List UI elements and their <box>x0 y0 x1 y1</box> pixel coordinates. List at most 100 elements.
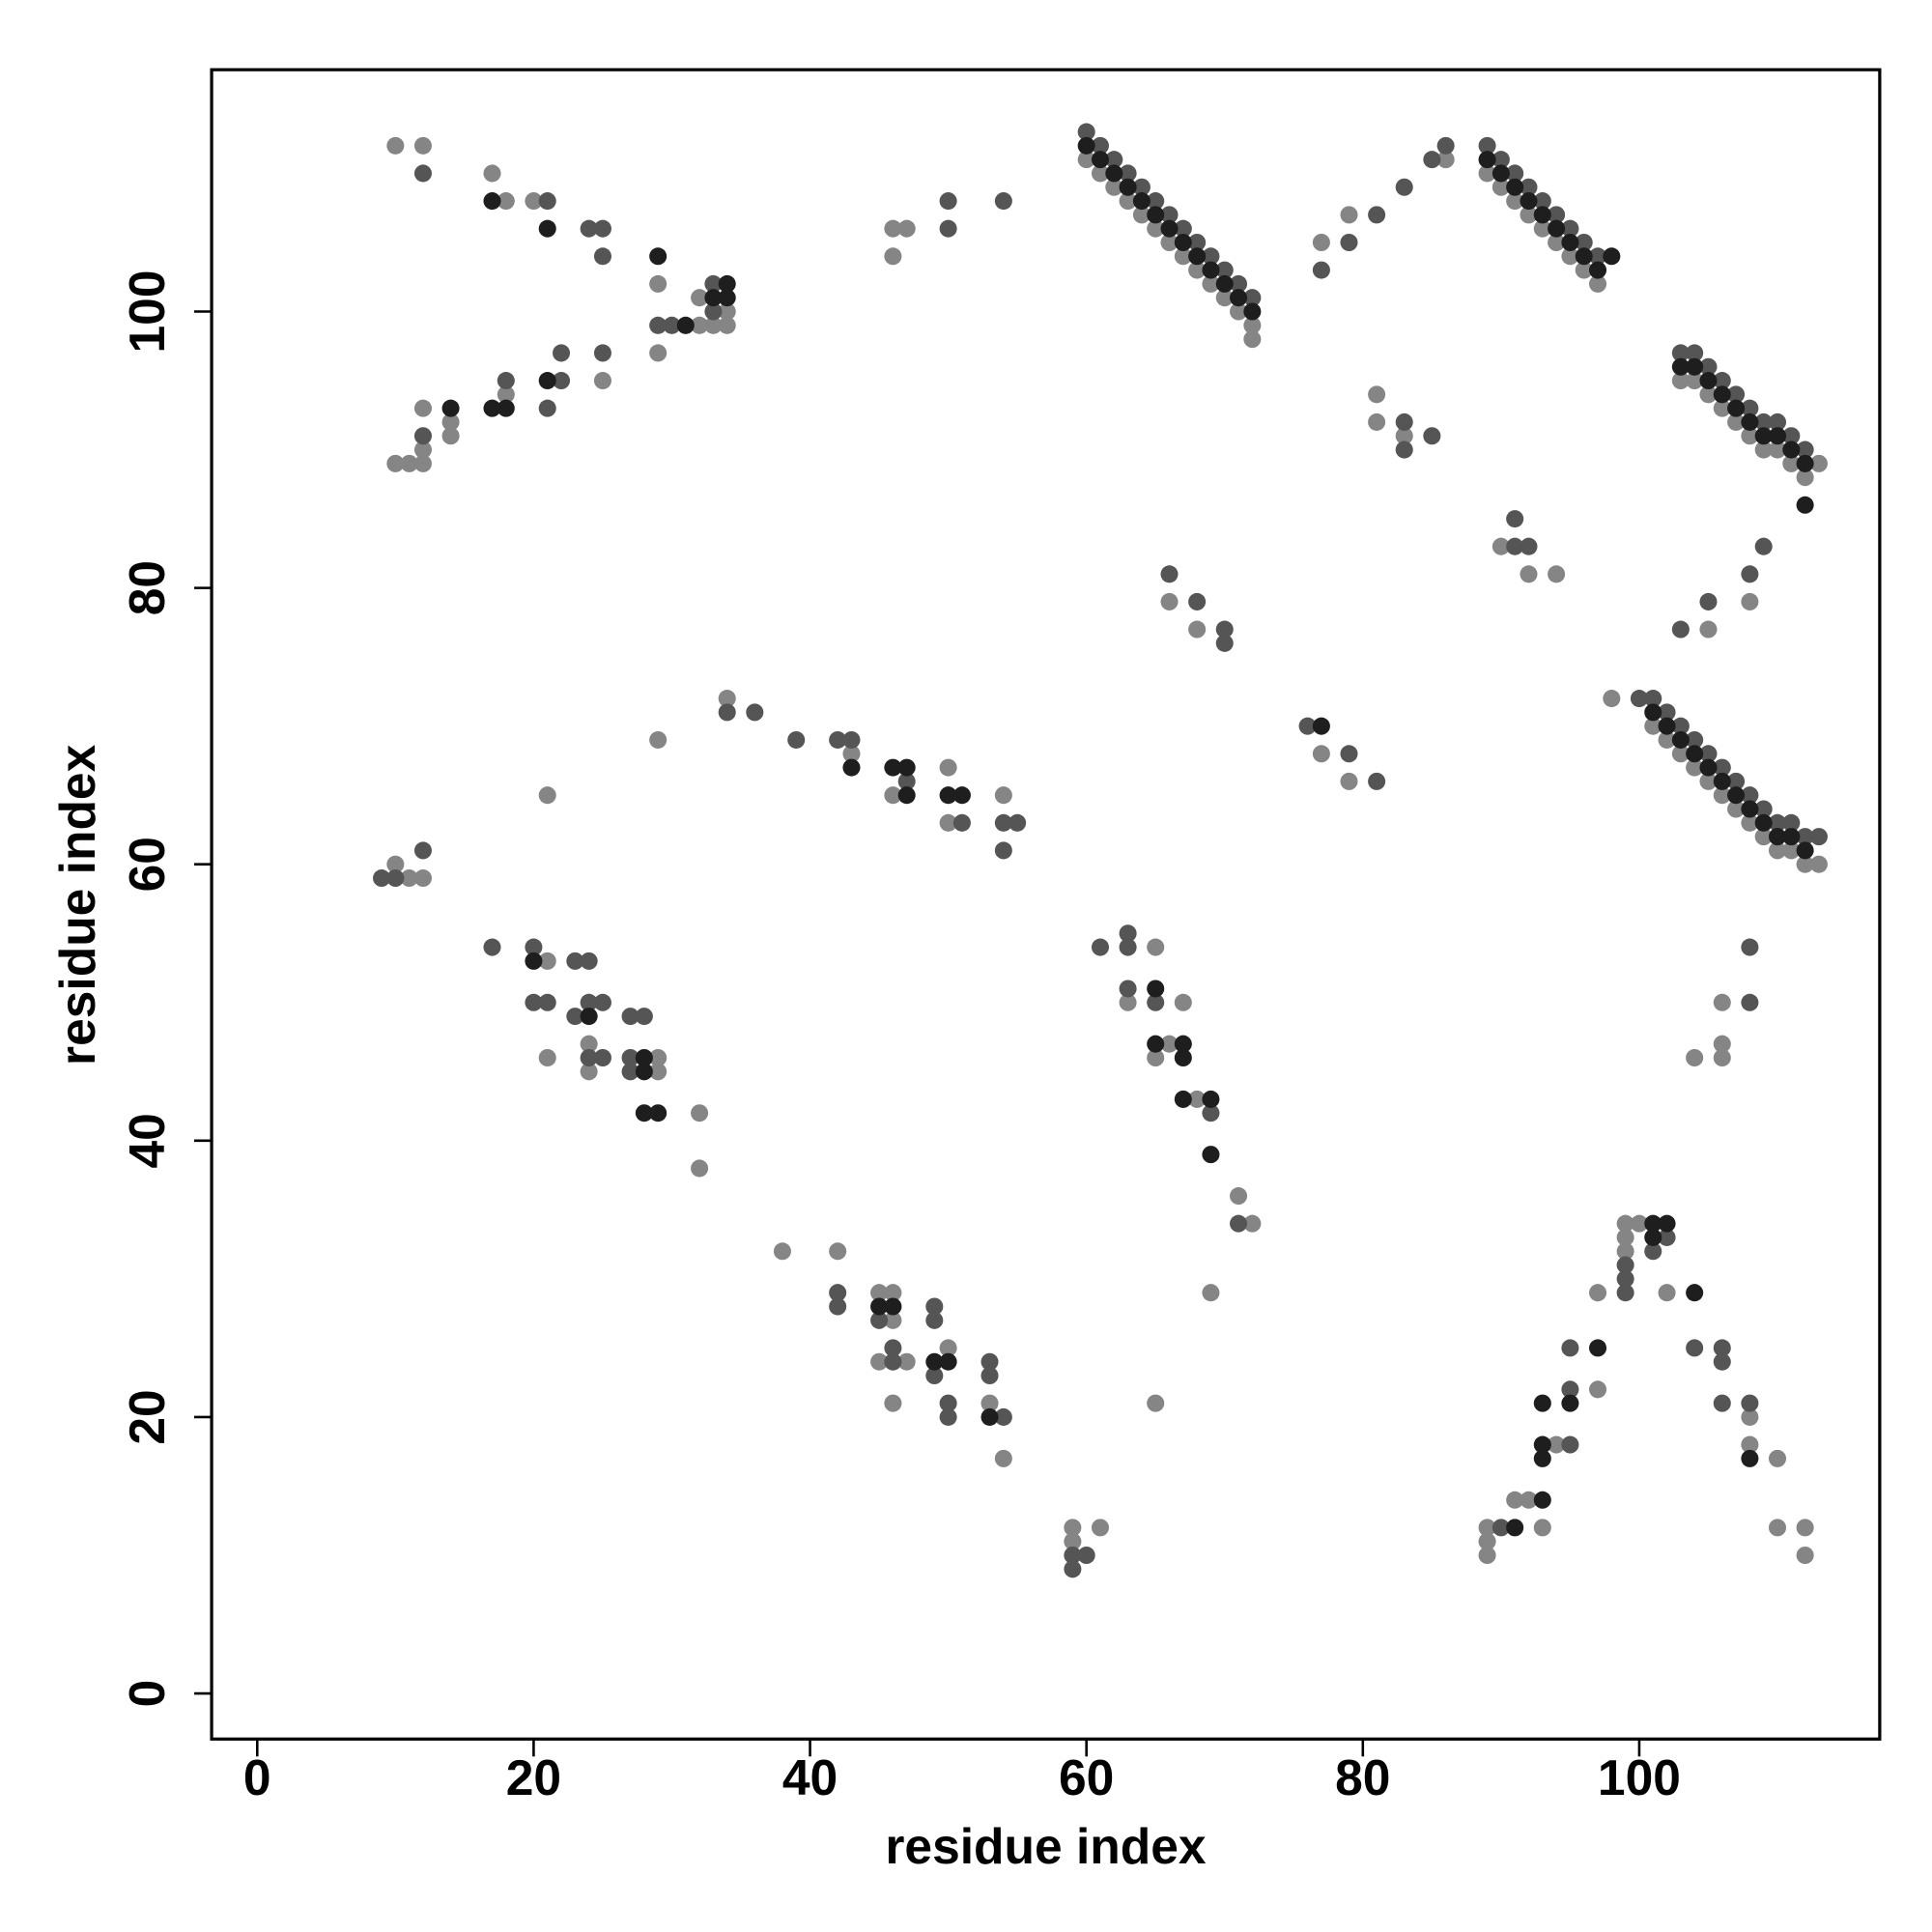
point <box>842 730 861 749</box>
point <box>1809 454 1828 472</box>
point <box>1782 440 1801 459</box>
point <box>1312 233 1330 252</box>
point <box>718 274 736 293</box>
point <box>1548 219 1566 238</box>
point <box>1741 412 1759 431</box>
point <box>718 690 736 708</box>
point <box>1768 412 1787 431</box>
point <box>1478 1532 1496 1550</box>
point <box>1340 772 1358 790</box>
point <box>1340 206 1358 224</box>
point <box>1132 178 1151 196</box>
point <box>1533 1449 1551 1467</box>
point <box>1589 261 1607 279</box>
point <box>497 399 515 417</box>
point <box>1478 164 1496 183</box>
point <box>1713 1048 1731 1067</box>
point <box>1796 440 1814 459</box>
point <box>386 136 405 155</box>
point <box>580 993 598 1011</box>
point <box>1091 136 1110 155</box>
point <box>538 786 556 805</box>
point <box>1215 261 1234 279</box>
point <box>1713 1394 1731 1412</box>
point <box>773 1242 791 1261</box>
point <box>1202 1146 1220 1164</box>
point <box>939 1352 957 1371</box>
point <box>1741 592 1759 611</box>
point <box>1548 1435 1566 1454</box>
point <box>1699 620 1718 639</box>
point <box>1506 1491 1524 1509</box>
point <box>566 952 584 970</box>
point <box>1174 993 1192 1011</box>
point <box>580 952 598 970</box>
point <box>1520 192 1538 211</box>
point <box>1147 1394 1165 1412</box>
point <box>1796 496 1814 514</box>
point <box>1174 1035 1192 1053</box>
point <box>1202 261 1220 279</box>
point <box>1796 855 1814 873</box>
point <box>580 1035 598 1053</box>
point <box>1548 565 1566 583</box>
point <box>538 399 556 417</box>
point <box>553 344 571 362</box>
point <box>1077 151 1095 169</box>
point <box>1809 828 1828 846</box>
point <box>1368 772 1386 790</box>
point <box>1188 233 1207 252</box>
point <box>718 703 736 722</box>
point <box>1368 412 1386 431</box>
point <box>1796 1519 1814 1537</box>
point <box>1713 372 1731 390</box>
point <box>1754 440 1773 459</box>
point <box>400 454 418 472</box>
point <box>1423 151 1441 169</box>
point <box>1202 1284 1220 1302</box>
point <box>483 192 501 211</box>
point <box>1686 1284 1704 1302</box>
point <box>1119 164 1137 183</box>
point <box>1796 841 1814 860</box>
point <box>1188 620 1207 639</box>
point <box>1243 302 1262 321</box>
point <box>1768 427 1787 445</box>
y-tick-label: 0 <box>119 1680 175 1708</box>
point <box>1506 1519 1524 1537</box>
point <box>925 1297 944 1316</box>
point <box>1340 233 1358 252</box>
point <box>580 219 598 238</box>
point <box>1713 993 1731 1011</box>
point <box>1160 206 1179 224</box>
point <box>1202 1104 1220 1122</box>
point <box>1533 1435 1551 1454</box>
point <box>1077 123 1095 141</box>
y-tick-label: 60 <box>119 837 175 892</box>
point <box>413 164 432 183</box>
point <box>952 786 971 805</box>
point <box>1520 206 1538 224</box>
point <box>939 1394 957 1412</box>
point <box>593 247 611 266</box>
point <box>1768 440 1787 459</box>
point <box>621 1048 639 1067</box>
point <box>1243 289 1262 307</box>
point <box>1741 1435 1759 1454</box>
point <box>897 1352 916 1371</box>
point <box>1713 1352 1731 1371</box>
point <box>1644 1242 1662 1261</box>
point <box>1395 440 1413 459</box>
point <box>939 813 957 832</box>
point <box>1147 980 1165 998</box>
x-tick-label: 100 <box>1598 1749 1681 1805</box>
point <box>538 372 556 390</box>
point <box>1132 206 1151 224</box>
point <box>939 1339 957 1357</box>
point <box>1436 136 1455 155</box>
point <box>1105 178 1123 196</box>
point <box>897 772 916 790</box>
point <box>1671 620 1690 639</box>
point <box>1603 247 1621 266</box>
point <box>483 164 501 183</box>
